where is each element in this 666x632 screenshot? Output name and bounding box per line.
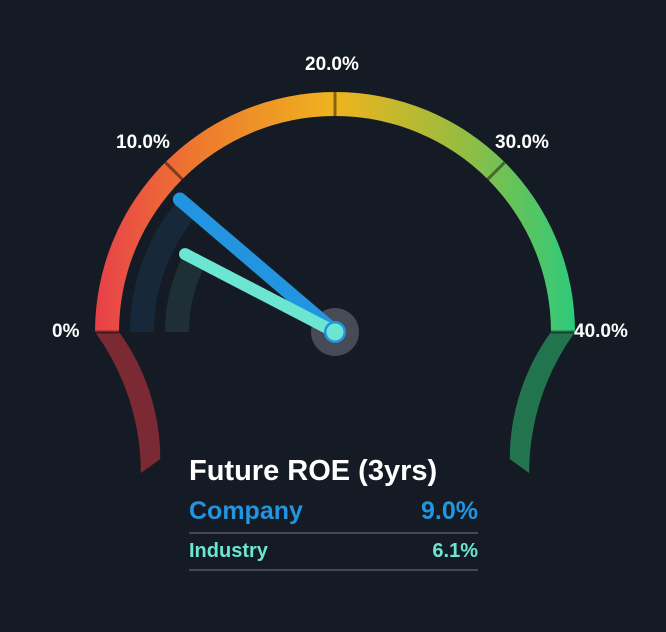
tick-label-10: 10.0% xyxy=(116,132,170,153)
company-value: 9.0% xyxy=(421,496,478,525)
tick-label-0: 0% xyxy=(52,321,80,342)
tick-mark-10 xyxy=(164,161,184,181)
industry-value: 6.1% xyxy=(432,540,478,562)
chart-title: Future ROE (3yrs) xyxy=(189,455,438,487)
tick-label-30: 30.0% xyxy=(495,132,549,153)
tick-mark-30 xyxy=(486,161,506,181)
company-needle xyxy=(172,192,342,339)
industry-label: Industry xyxy=(189,540,268,562)
lower-left-arc xyxy=(95,332,161,474)
company-value-arc xyxy=(130,198,198,332)
company-label: Company xyxy=(189,496,303,525)
lower-right-arc xyxy=(509,332,575,474)
tick-label-40: 40.0% xyxy=(574,321,628,342)
legend-row-industry: Industry 6.1% xyxy=(189,534,478,571)
gauge-arcs xyxy=(95,92,575,474)
tick-label-20: 20.0% xyxy=(305,54,359,75)
legend-row-company: Company 9.0% xyxy=(189,490,478,534)
industry-needle xyxy=(179,248,341,338)
legend: Future ROE (3yrs) Company 9.0% Industry … xyxy=(189,452,478,571)
hub-industry-dot xyxy=(326,323,344,341)
industry-value-arc xyxy=(165,253,206,332)
gauge-needles xyxy=(172,192,359,356)
main-gradient-arc xyxy=(95,92,575,332)
